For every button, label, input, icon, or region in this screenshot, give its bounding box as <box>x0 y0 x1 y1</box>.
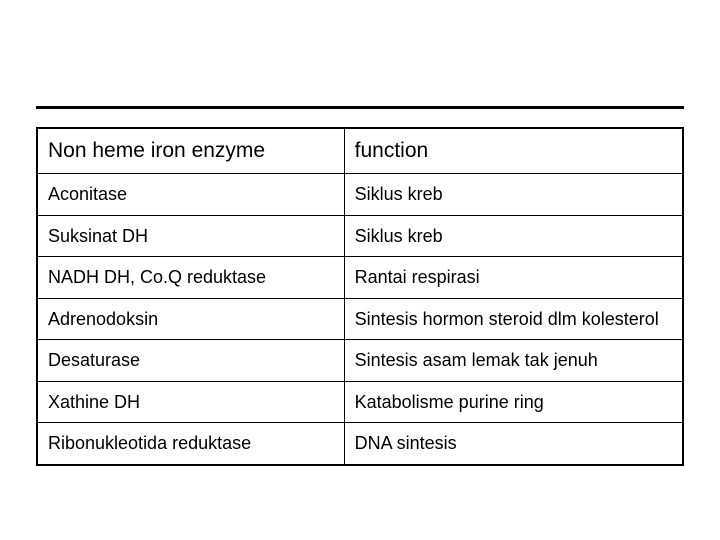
table-row: Aconitase Siklus kreb <box>37 174 683 216</box>
cell-enzyme: Suksinat DH <box>37 215 344 257</box>
table-row: NADH DH, Co.Q reduktase Rantai respirasi <box>37 257 683 299</box>
cell-function: Siklus kreb <box>344 215 683 257</box>
cell-function: Rantai respirasi <box>344 257 683 299</box>
table-row: Desaturase Sintesis asam lemak tak jenuh <box>37 340 683 382</box>
table-row: Ribonukleotida reduktase DNA sintesis <box>37 423 683 465</box>
column-header-enzyme: Non heme iron enzyme <box>37 128 344 174</box>
table-row: Suksinat DH Siklus kreb <box>37 215 683 257</box>
table-row: Adrenodoksin Sintesis hormon steroid dlm… <box>37 298 683 340</box>
title-underline-rule <box>36 106 684 109</box>
cell-enzyme: Aconitase <box>37 174 344 216</box>
cell-function: Siklus kreb <box>344 174 683 216</box>
cell-enzyme: Ribonukleotida reduktase <box>37 423 344 465</box>
enzyme-function-table: Non heme iron enzyme function Aconitase … <box>36 127 684 466</box>
table-header-row: Non heme iron enzyme function <box>37 128 683 174</box>
cell-enzyme: NADH DH, Co.Q reduktase <box>37 257 344 299</box>
cell-function: Sintesis hormon steroid dlm kolesterol <box>344 298 683 340</box>
cell-function: DNA sintesis <box>344 423 683 465</box>
column-header-function: function <box>344 128 683 174</box>
cell-enzyme: Xathine DH <box>37 381 344 423</box>
cell-enzyme: Adrenodoksin <box>37 298 344 340</box>
table-row: Xathine DH Katabolisme purine ring <box>37 381 683 423</box>
cell-enzyme: Desaturase <box>37 340 344 382</box>
cell-function: Katabolisme purine ring <box>344 381 683 423</box>
cell-function: Sintesis asam lemak tak jenuh <box>344 340 683 382</box>
